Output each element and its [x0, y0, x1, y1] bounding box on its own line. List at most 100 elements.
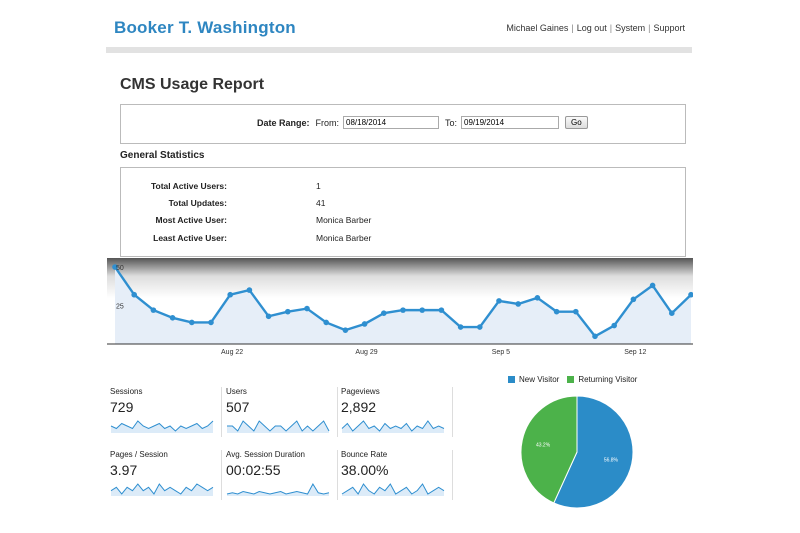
data-point[interactable]	[438, 307, 445, 313]
metric-value: 507	[226, 399, 250, 415]
sparkline	[341, 420, 445, 433]
legend-label: New Visitor	[519, 375, 560, 384]
legend-swatch	[508, 376, 515, 383]
go-button[interactable]: Go	[565, 116, 588, 129]
support-link[interactable]: Support	[653, 23, 685, 33]
data-point[interactable]	[534, 295, 541, 301]
date-range-row: Date Range: From: To: Go	[257, 116, 588, 129]
data-point[interactable]	[669, 310, 675, 316]
to-date-input[interactable]	[461, 116, 560, 129]
data-point[interactable]	[246, 287, 253, 293]
metric-label: Sessions	[110, 387, 143, 396]
general-statistics-title: General Statistics	[120, 150, 205, 161]
data-point[interactable]	[573, 308, 579, 315]
logout-link[interactable]: Log out	[576, 23, 607, 33]
sparkline	[110, 483, 214, 496]
metric-bounce-rate[interactable]: Bounce Rate 38.00%	[341, 450, 453, 500]
stat-row: Total Updates: 41	[121, 198, 421, 210]
chart-shade	[107, 258, 693, 298]
sparkline-line	[341, 483, 445, 495]
data-point[interactable]	[515, 301, 521, 307]
metric-divider	[337, 387, 338, 437]
data-point[interactable]	[361, 321, 368, 327]
sparkline-line	[227, 420, 330, 432]
sparkline-line	[226, 482, 330, 495]
system-link[interactable]: System	[615, 23, 646, 33]
data-point[interactable]	[227, 291, 233, 298]
x-tick-label: Aug 29	[355, 349, 377, 356]
page-title: CMS Usage Report	[120, 76, 265, 93]
least-active-user-value: Monica Barber	[316, 233, 372, 243]
metric-avg-session-duration[interactable]: Avg. Session Duration 00:02:55	[226, 450, 338, 500]
metric-divider	[452, 450, 453, 500]
link-separator: |	[609, 23, 613, 33]
most-active-user-value: Monica Barber	[316, 215, 372, 225]
metric-divider	[221, 450, 222, 500]
chart-area-fill	[115, 267, 691, 344]
sparkline-line	[110, 483, 214, 495]
legend-swatch	[567, 376, 575, 383]
y-tick-label: 25	[116, 304, 124, 311]
data-point[interactable]	[457, 324, 464, 330]
sparkline	[226, 482, 330, 496]
sparkline-area	[111, 421, 213, 433]
chart-layer: 50 25 Aug 22 Aug 29 Sep 5 Sep 12	[107, 264, 693, 356]
data-point[interactable]	[477, 324, 483, 330]
total-updates-label: Total Updates:	[168, 198, 227, 208]
from-date-input[interactable]	[343, 116, 440, 129]
data-point[interactable]	[381, 310, 387, 316]
sparkline	[110, 420, 214, 433]
metric-value: 729	[110, 399, 134, 415]
data-point[interactable]	[112, 264, 118, 270]
x-tick-label: Sep 12	[624, 349, 646, 356]
data-point[interactable]	[189, 319, 195, 326]
data-point[interactable]	[131, 291, 137, 298]
data-point[interactable]	[630, 296, 637, 303]
x-tick-label: Sep 5	[492, 349, 510, 356]
metric-users[interactable]: Users 507	[226, 387, 338, 437]
sparkline-area	[342, 421, 444, 433]
header-divider	[106, 47, 692, 53]
data-point[interactable]	[592, 333, 598, 340]
legend-item-new-visitor[interactable]: New Visitor	[508, 375, 559, 384]
data-point[interactable]	[342, 327, 349, 333]
most-active-user-label: Most Active User:	[155, 215, 227, 225]
metric-pageviews[interactable]: Pageviews 2,892	[341, 387, 453, 437]
stat-row: Most Active User: Monica Barber	[121, 215, 421, 227]
total-updates-value: 41	[316, 198, 326, 208]
metric-label: Users	[226, 387, 247, 396]
data-point[interactable]	[265, 313, 272, 320]
total-active-users-value: 1	[316, 181, 321, 191]
data-point[interactable]	[419, 307, 426, 313]
link-separator: |	[648, 23, 651, 33]
x-tick-label: Aug 22	[221, 349, 243, 356]
legend-item-returning-visitor[interactable]: Returning Visitor	[567, 375, 637, 384]
y-tick-label: 50	[116, 265, 124, 272]
data-point[interactable]	[553, 308, 560, 315]
data-point[interactable]	[169, 315, 176, 321]
pie-slice[interactable]	[553, 395, 634, 509]
data-point[interactable]	[649, 282, 656, 289]
data-point[interactable]	[688, 291, 693, 298]
link-separator: |	[571, 23, 574, 33]
data-point[interactable]	[304, 305, 310, 312]
top-links: Michael Gaines | Log out | System | Support	[506, 23, 685, 33]
pie-slice[interactable]	[520, 395, 578, 504]
data-point[interactable]	[323, 319, 329, 326]
stat-row: Total Active Users: 1	[121, 181, 421, 193]
data-point[interactable]	[285, 308, 291, 315]
data-point[interactable]	[208, 319, 214, 326]
metric-pages-per-session[interactable]: Pages / Session 3.97	[110, 450, 222, 500]
line-chart-svg: 50 25 Aug 22 Aug 29 Sep 5 Sep 12	[107, 258, 693, 356]
data-point[interactable]	[611, 322, 617, 329]
metric-label: Avg. Session Duration	[226, 450, 306, 459]
sparkline-line	[341, 420, 445, 432]
total-active-users-label: Total Active Users:	[150, 181, 227, 191]
site-title[interactable]: Booker T. Washington	[114, 18, 296, 37]
metric-sessions[interactable]: Sessions 729	[110, 387, 222, 437]
data-point[interactable]	[496, 298, 502, 304]
data-point[interactable]	[400, 307, 406, 313]
user-link[interactable]: Michael Gaines	[506, 23, 569, 33]
legend-label: Returning Visitor	[578, 375, 638, 384]
data-point[interactable]	[150, 307, 157, 313]
